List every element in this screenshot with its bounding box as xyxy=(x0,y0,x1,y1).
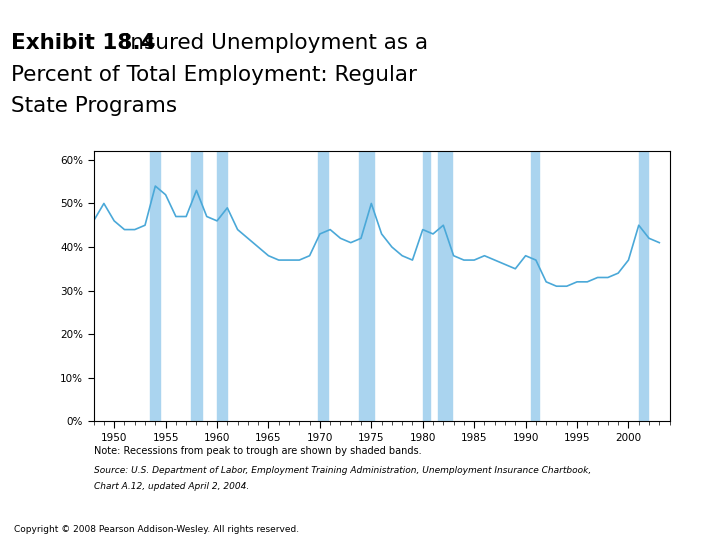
Bar xyxy=(217,151,228,421)
Text: Chart A.12, updated April 2, 2004.: Chart A.12, updated April 2, 2004. xyxy=(94,482,249,491)
Bar xyxy=(531,151,539,421)
Text: Exhibit 18.4: Exhibit 18.4 xyxy=(11,33,156,53)
Text: Note: Recessions from peak to trough are shown by shaded bands.: Note: Recessions from peak to trough are… xyxy=(94,446,421,456)
Text: Copyright © 2008 Pearson Addison-Wesley. All rights reserved.: Copyright © 2008 Pearson Addison-Wesley.… xyxy=(14,524,300,534)
Bar xyxy=(423,151,430,421)
Bar xyxy=(318,151,328,421)
Text: Insured Unemployment as a: Insured Unemployment as a xyxy=(117,33,428,53)
Text: State Programs: State Programs xyxy=(11,96,177,116)
Text: Source: U.S. Department of Labor, Employment Training Administration, Unemployme: Source: U.S. Department of Labor, Employ… xyxy=(94,466,591,475)
Text: Percent of Total Employment: Regular: Percent of Total Employment: Regular xyxy=(11,65,417,85)
Bar xyxy=(639,151,648,421)
Bar xyxy=(150,151,161,421)
Bar xyxy=(438,151,451,421)
Bar xyxy=(359,151,374,421)
Bar xyxy=(192,151,202,421)
Text: 33: 33 xyxy=(654,510,681,529)
